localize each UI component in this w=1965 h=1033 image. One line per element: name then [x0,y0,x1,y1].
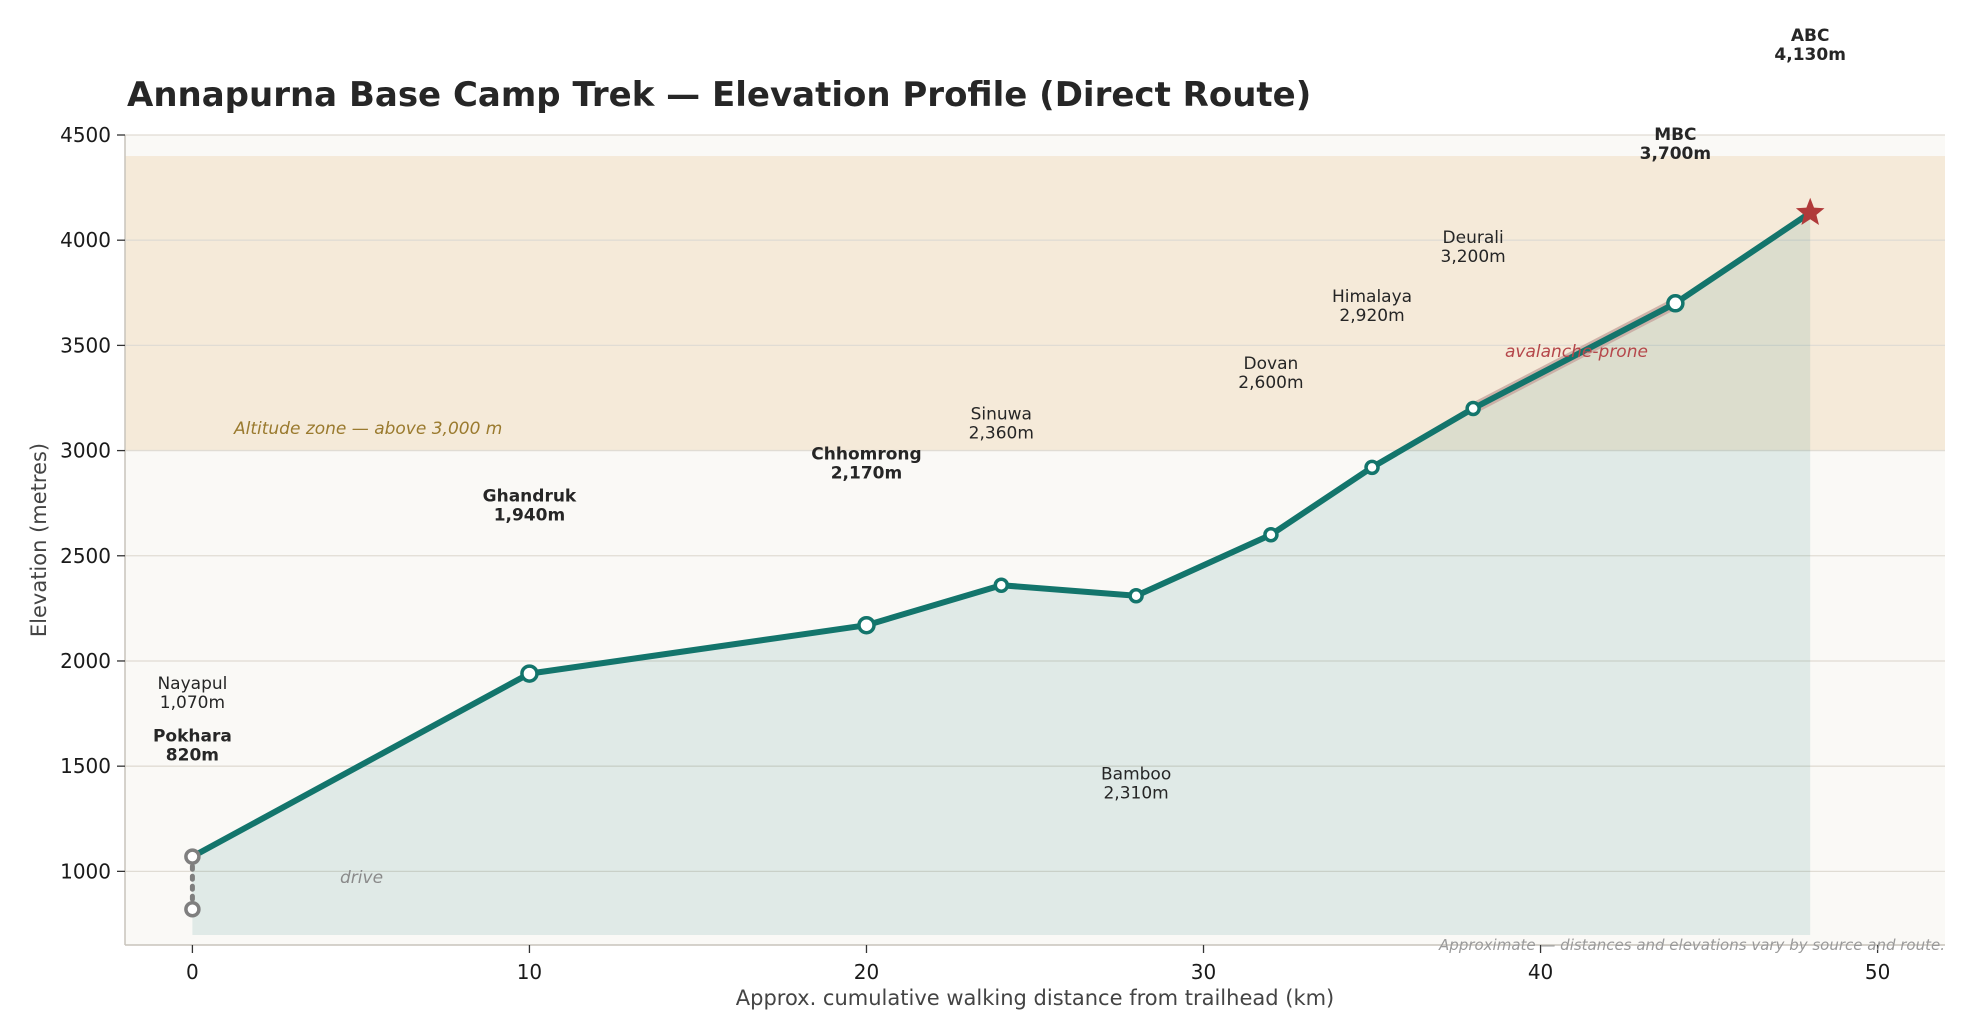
stop-marker [993,577,1010,593]
altitude-zone-band [125,156,1945,451]
drive-label: drive [340,868,383,888]
stop-marker [1666,294,1685,313]
stop-marker [1263,526,1279,543]
x-tick-label: 50 [1865,960,1890,984]
stop-name-label: MBC [1654,125,1696,145]
stop-name-label: Himalaya [1332,287,1412,307]
stop-marker [1364,459,1380,476]
stop-name-label: ABC [1791,26,1830,46]
stop-name-label: Dovan [1244,354,1299,374]
stop-marker [184,900,201,918]
avalanche-label: avalanche-prone [1505,342,1648,362]
x-axis-label: Approx. cumulative walking distance from… [736,986,1335,1010]
elevation-area-fill [192,212,1811,935]
stop-elevation-label: 1,940m [494,506,566,526]
y-tick-label: 4500 [60,123,111,147]
stop-marker [184,848,201,865]
stop-name-label: Ghandruk [483,487,577,507]
stop-markers [184,197,1825,918]
y-tick-label: 3000 [60,439,111,463]
stop-elevation-label: 2,360m [969,424,1034,444]
y-axis-label: Elevation (metres) [27,443,51,637]
y-tick-label: 1500 [60,754,111,778]
footnote: Approximate — distances and elevations v… [1438,936,1945,954]
stop-marker [857,615,876,635]
stop-name-label: Bamboo [1101,764,1171,784]
stop-elevation-label: 2,310m [1103,783,1168,803]
altitude-zone-label: Altitude zone — above 3,000 m [233,419,502,439]
stop-elevation-label: 2,920m [1339,306,1404,326]
y-tick-label: 4000 [60,228,111,252]
x-axis-ticks: 0 10 20 30 40 50 [186,945,1890,984]
stop-marker [1128,588,1144,604]
stop-elevation-label: 1,070m [160,693,225,713]
stop-elevation-label: 820m [166,746,219,766]
stop-marker [520,664,539,683]
y-tick-label: 3500 [60,333,111,357]
stop-elevation-label: 2,170m [831,464,903,484]
trail-line [190,210,1812,860]
stop-marker [1465,400,1481,417]
stop-name-label: Pokhara [153,727,232,747]
stop-elevation-label: 3,200m [1441,247,1506,267]
x-tick-label: 40 [1528,960,1553,984]
stop-name-label: Chhomrong [811,445,921,465]
summit-star-marker [1795,197,1825,225]
stop-name-label: Deurali [1443,228,1504,248]
x-tick-label: 0 [186,960,199,984]
stop-name-label: Nayapul [157,674,227,694]
y-tick-label: 2000 [60,649,111,673]
gridlines [125,134,1945,873]
y-axis-ticks: 1000 1500 2000 2500 3000 3500 4000 4500 [60,123,125,883]
stop-name-label: Sinuwa [971,405,1032,425]
stop-elevation-label: 3,700m [1640,144,1712,164]
y-tick-label: 2500 [60,544,111,568]
x-tick-label: 10 [517,960,542,984]
y-tick-label: 1000 [60,859,111,883]
chart-title: Annapurna Base Camp Trek — Elevation Pro… [127,75,1311,115]
stop-elevation-label: 4,130m [1774,45,1846,65]
stop-elevation-label: 2,600m [1238,373,1303,393]
x-tick-label: 30 [1191,960,1216,984]
x-tick-label: 20 [854,960,879,984]
